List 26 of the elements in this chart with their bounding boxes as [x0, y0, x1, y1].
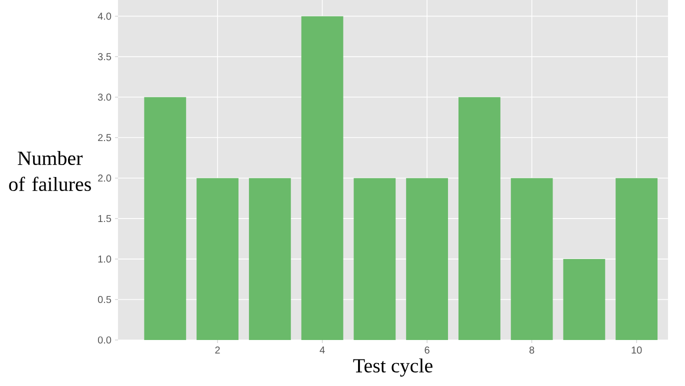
y-axis-title: Number of failures — [9, 150, 91, 192]
y-tick-label: 1.0 — [98, 256, 112, 263]
x-tick-label: 10 — [632, 346, 642, 354]
bar — [301, 16, 344, 340]
y-tick-label: 3.5 — [98, 53, 112, 60]
bar — [406, 178, 448, 340]
y-tick-label: 0.0 — [98, 336, 112, 344]
x-axis-title: Test cycle — [353, 358, 432, 377]
x-tick-label: 2 — [215, 346, 220, 354]
bar — [458, 97, 500, 340]
x-tick-label: 8 — [529, 346, 534, 354]
y-tick-label: 0.5 — [98, 296, 112, 304]
bar — [144, 97, 186, 340]
y-tick-label: 3.0 — [98, 94, 112, 101]
bar — [196, 178, 238, 340]
bar — [510, 178, 553, 340]
y-tick-label: 2.5 — [98, 134, 112, 142]
bar — [563, 259, 606, 340]
y-tick-label: 2.0 — [98, 174, 112, 182]
y-tick-label: 1.5 — [98, 215, 112, 222]
bar — [616, 178, 658, 340]
bar — [248, 178, 291, 340]
y-tick-label: 4.0 — [98, 12, 112, 20]
x-tick-label: 6 — [424, 346, 430, 354]
x-tick-label: 4 — [320, 346, 325, 354]
bar — [354, 178, 396, 340]
